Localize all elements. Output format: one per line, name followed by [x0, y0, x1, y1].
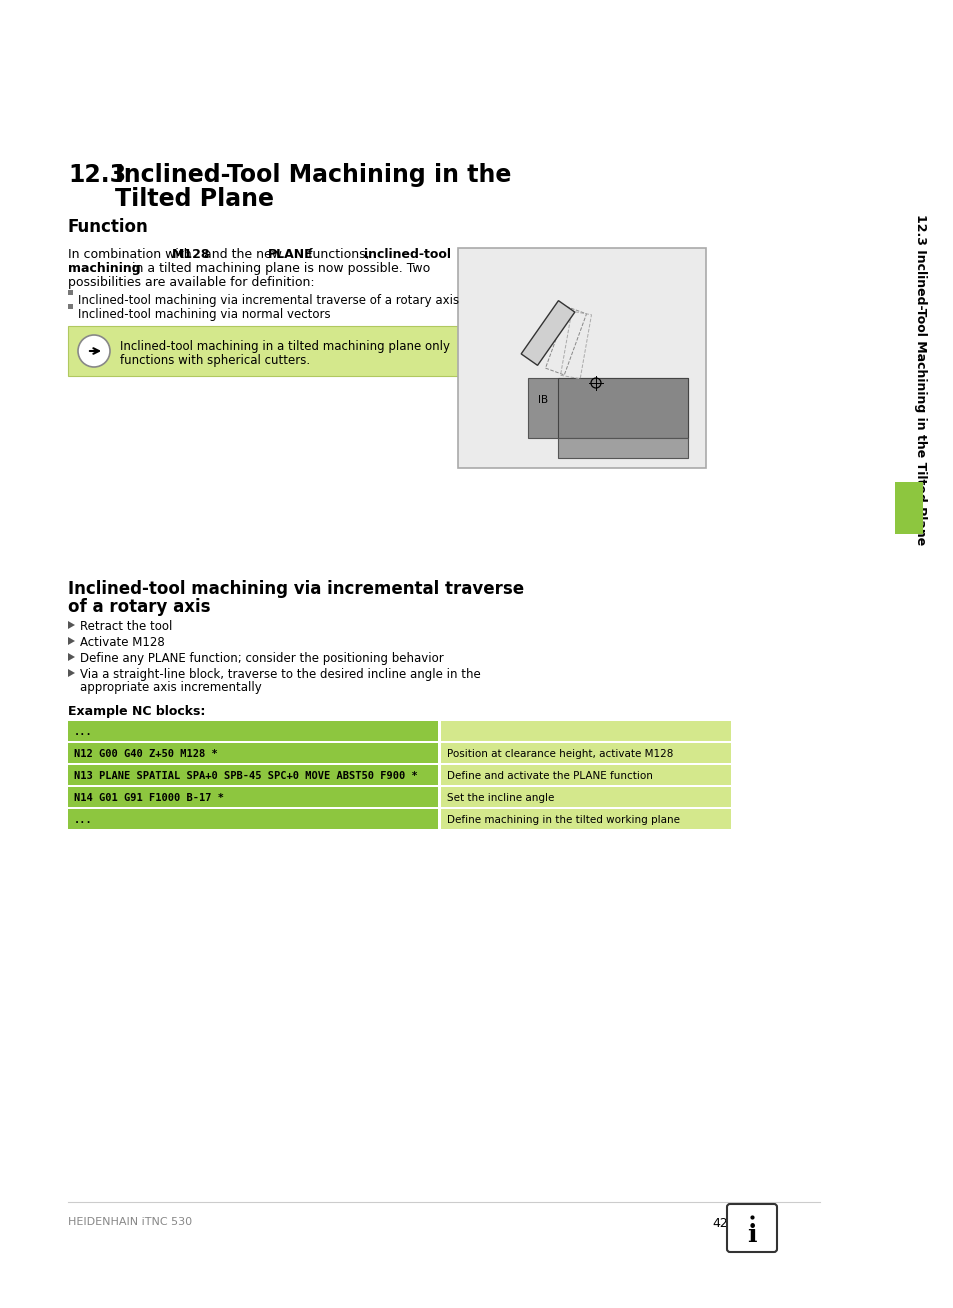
Text: ...: ...: [74, 727, 92, 736]
Text: Set the incline angle: Set the incline angle: [447, 793, 554, 803]
Text: In combination with: In combination with: [68, 249, 195, 262]
Text: of a rotary axis: of a rotary axis: [68, 598, 211, 616]
Bar: [68, 303, 73, 309]
Text: Inclined-Tool Machining in the: Inclined-Tool Machining in the: [115, 164, 511, 187]
FancyBboxPatch shape: [726, 1203, 776, 1252]
Text: inclined-tool: inclined-tool: [364, 249, 451, 262]
Text: i: i: [746, 1223, 756, 1247]
Text: Inclined-tool machining in a tilted machining plane only: Inclined-tool machining in a tilted mach…: [120, 340, 450, 353]
Text: M128: M128: [172, 249, 211, 262]
Text: 12.3 Inclined-Tool Machining in the Tilted Plane: 12.3 Inclined-Tool Machining in the Tilt…: [914, 215, 926, 545]
Bar: [558, 438, 687, 458]
FancyBboxPatch shape: [68, 743, 437, 763]
Polygon shape: [68, 653, 75, 661]
Text: Via a straight-line block, traverse to the desired incline angle in the: Via a straight-line block, traverse to t…: [80, 668, 480, 681]
Polygon shape: [520, 301, 575, 365]
Text: IB: IB: [537, 395, 547, 405]
FancyBboxPatch shape: [440, 721, 730, 742]
Text: Define any PLANE function; consider the positioning behavior: Define any PLANE function; consider the …: [80, 651, 443, 664]
Text: Inclined-tool machining via incremental traverse: Inclined-tool machining via incremental …: [68, 579, 523, 598]
FancyBboxPatch shape: [894, 483, 923, 534]
Bar: [527, 378, 687, 438]
Polygon shape: [68, 637, 75, 645]
Text: Tilted Plane: Tilted Plane: [115, 187, 274, 211]
Text: Activate M128: Activate M128: [80, 636, 165, 649]
Text: and the new: and the new: [200, 249, 286, 262]
Polygon shape: [68, 668, 75, 678]
Text: N12 G00 G40 Z+50 M128 *: N12 G00 G40 Z+50 M128 *: [74, 749, 217, 759]
Text: Inclined-tool machining via normal vectors: Inclined-tool machining via normal vecto…: [78, 307, 331, 320]
Text: functions,: functions,: [304, 249, 374, 262]
Text: in a tilted machining plane is now possible. Two: in a tilted machining plane is now possi…: [128, 262, 430, 275]
Polygon shape: [68, 621, 75, 629]
FancyBboxPatch shape: [440, 810, 730, 829]
Text: N13 PLANE SPATIAL SPA+0 SPB-45 SPC+0 MOVE ABST50 F900 *: N13 PLANE SPATIAL SPA+0 SPB-45 SPC+0 MOV…: [74, 770, 417, 781]
FancyBboxPatch shape: [440, 787, 730, 807]
Text: Function: Function: [68, 218, 149, 235]
Bar: [558, 378, 687, 438]
Circle shape: [78, 335, 110, 368]
Text: Example NC blocks:: Example NC blocks:: [68, 705, 205, 718]
Bar: [68, 290, 73, 296]
FancyBboxPatch shape: [440, 743, 730, 763]
FancyBboxPatch shape: [457, 249, 705, 468]
Text: PLANE: PLANE: [268, 249, 314, 262]
Text: ...: ...: [74, 815, 92, 825]
FancyBboxPatch shape: [68, 765, 437, 785]
Text: 427: 427: [711, 1216, 735, 1230]
Text: possibilities are available for definition:: possibilities are available for definiti…: [68, 276, 314, 289]
Text: Inclined-tool machining via incremental traverse of a rotary axis: Inclined-tool machining via incremental …: [78, 294, 458, 307]
Text: Define machining in the tilted working plane: Define machining in the tilted working p…: [447, 815, 679, 825]
Text: Retract the tool: Retract the tool: [80, 620, 172, 633]
FancyBboxPatch shape: [68, 721, 437, 742]
FancyBboxPatch shape: [68, 810, 437, 829]
FancyBboxPatch shape: [68, 326, 522, 375]
Text: Define and activate the PLANE function: Define and activate the PLANE function: [447, 770, 652, 781]
Text: HEIDENHAIN iTNC 530: HEIDENHAIN iTNC 530: [68, 1216, 192, 1227]
Text: machining: machining: [68, 262, 140, 275]
FancyBboxPatch shape: [68, 787, 437, 807]
Text: 12.3: 12.3: [68, 164, 126, 187]
Text: functions with spherical cutters.: functions with spherical cutters.: [120, 354, 310, 368]
Text: Position at clearance height, activate M128: Position at clearance height, activate M…: [447, 749, 673, 759]
Text: appropriate axis incrementally: appropriate axis incrementally: [80, 681, 261, 695]
FancyBboxPatch shape: [440, 765, 730, 785]
Text: N14 G01 G91 F1000 B-17 *: N14 G01 G91 F1000 B-17 *: [74, 793, 224, 803]
